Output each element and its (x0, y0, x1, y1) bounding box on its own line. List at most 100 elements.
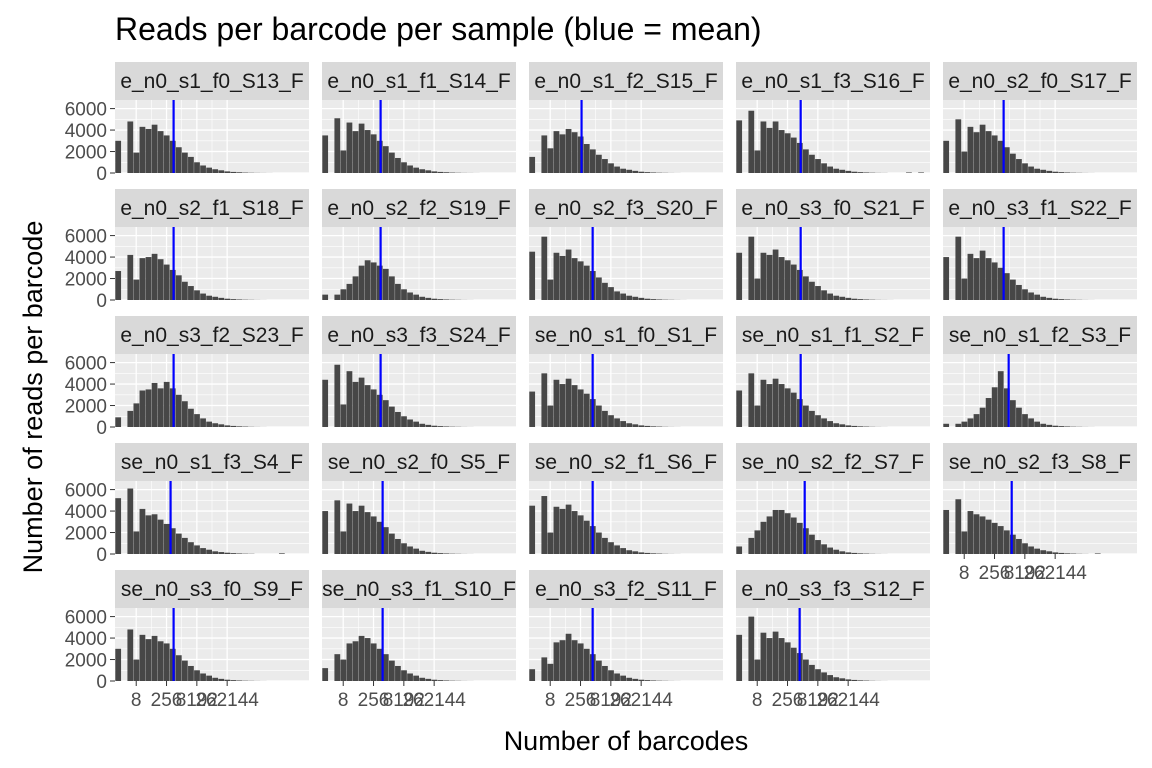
histogram-bar (334, 364, 341, 427)
facet-strip (736, 316, 930, 354)
histogram-bar (127, 254, 134, 300)
histogram-bar (778, 638, 785, 681)
histogram-bar (736, 546, 743, 554)
histogram-bar (748, 110, 755, 173)
histogram-bar (1064, 553, 1071, 554)
facet-panel: se_n0_s1_f2_S3_F (943, 316, 1137, 428)
histogram-bar (1046, 170, 1053, 173)
histogram-bar (364, 385, 371, 427)
histogram-bar (967, 253, 974, 300)
histogram-bar (395, 665, 401, 681)
histogram-bar (175, 147, 182, 173)
histogram-bar (364, 512, 371, 554)
histogram-bar (407, 165, 413, 173)
histogram-bar (188, 665, 194, 681)
histogram-bar (407, 419, 413, 427)
histogram-bar (827, 293, 833, 300)
histogram-bar (529, 251, 536, 300)
facet-strip-label: e_n0_s3_f3_S24_F (327, 324, 510, 347)
x-tick-label: 8192 (590, 690, 632, 711)
histogram-bar (979, 516, 986, 554)
facet-panel: e_n0_s1_f1_S14_F (322, 62, 516, 174)
histogram-bar (943, 257, 950, 300)
facet-strip (529, 443, 723, 481)
histogram-bar (407, 673, 413, 681)
histogram-bar (638, 171, 645, 173)
histogram-bar (620, 168, 626, 173)
histogram-bar (973, 258, 980, 300)
histogram-bar (352, 511, 359, 554)
facet-strip (943, 189, 1137, 227)
histogram-bar (985, 131, 992, 173)
histogram-bar (943, 423, 950, 427)
histogram-bar (766, 516, 773, 554)
histogram-bar (322, 511, 329, 554)
facet-strip (322, 189, 516, 227)
histogram-bar (1052, 171, 1059, 173)
histogram-bar (772, 121, 779, 173)
histogram-bar (1040, 550, 1047, 554)
y-tick-label: 2000 (65, 651, 107, 672)
histogram-bar (1009, 279, 1016, 300)
histogram-bar (127, 629, 134, 681)
histogram-bar (614, 418, 620, 427)
histogram-bar (382, 654, 389, 681)
histogram-bar (1034, 168, 1040, 173)
facet-strip (529, 189, 723, 227)
histogram-bar (802, 405, 809, 427)
histogram-bar (151, 514, 158, 554)
facet-strip-label: se_n0_s3_f0_S9_F (121, 578, 303, 601)
histogram-bar (151, 382, 158, 427)
histogram-bar (760, 121, 767, 173)
histogram-bar (766, 254, 773, 300)
histogram-bar (602, 159, 608, 173)
facet-strip (736, 443, 930, 481)
histogram-bar (760, 252, 767, 300)
histogram-bar (340, 659, 347, 681)
histogram-bar (644, 425, 651, 427)
facet-strip (115, 570, 309, 608)
facet-strip (322, 443, 516, 481)
histogram-bar (230, 171, 237, 173)
facet-strip (943, 62, 1137, 100)
histogram-bar (224, 552, 231, 554)
histogram-bar (748, 373, 755, 427)
histogram-bar (1016, 538, 1022, 554)
histogram-bar (115, 140, 122, 173)
histogram-bar (638, 425, 645, 427)
histogram-bar (620, 293, 626, 300)
histogram-bar (200, 165, 206, 173)
histogram-bar (376, 521, 383, 554)
histogram-bar (382, 400, 389, 427)
facet-panel: se_n0_s2_f0_S5_F (322, 443, 516, 555)
x-tick-label: 256 (979, 563, 1011, 584)
histogram-bar (809, 281, 815, 300)
histogram-bar (127, 488, 134, 554)
histogram-bar (1022, 163, 1028, 173)
histogram-bar (322, 379, 329, 427)
histogram-bar (358, 505, 365, 554)
histogram-bar (851, 425, 858, 427)
histogram-bar (206, 167, 212, 173)
histogram-bar (200, 548, 206, 554)
y-tick-label: 4000 (65, 502, 107, 523)
histogram-bar (425, 551, 432, 554)
y-tick-label: 0 (96, 418, 107, 439)
histogram-bar (608, 163, 614, 173)
facet-strip-label: e_n0_s1_f1_S14_F (327, 70, 510, 93)
histogram-bar (809, 664, 815, 681)
histogram-bar (589, 149, 596, 173)
histogram-bar (1009, 400, 1016, 427)
histogram-bar (1009, 534, 1016, 554)
histogram-bar (352, 276, 359, 300)
histogram-bar (163, 135, 170, 173)
histogram-bar (425, 297, 432, 300)
histogram-bar (431, 425, 438, 427)
histogram-bar (602, 410, 608, 427)
histogram-bar (845, 170, 852, 173)
histogram-bar (1034, 421, 1040, 427)
histogram-bar (181, 537, 188, 554)
